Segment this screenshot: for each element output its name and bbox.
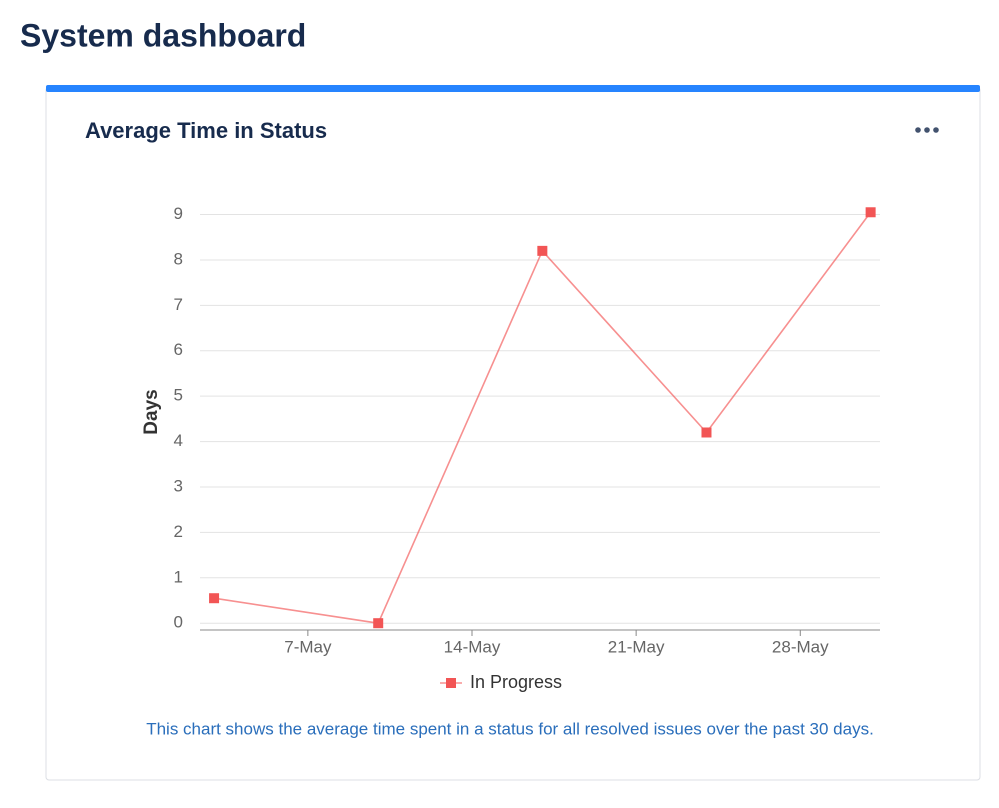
data-point (865, 207, 876, 218)
data-point (537, 245, 548, 256)
y-tick-label: 8 (174, 249, 183, 268)
x-tick-label: 21-May (608, 637, 665, 656)
x-tick-label: 7-May (284, 637, 332, 656)
dot (933, 127, 939, 133)
legend-label: In Progress (470, 672, 562, 692)
y-tick-label: 1 (174, 567, 183, 586)
legend-marker (446, 678, 456, 688)
y-tick-label: 6 (174, 340, 183, 359)
y-tick-label: 9 (174, 204, 183, 223)
data-point (701, 427, 712, 438)
y-tick-label: 7 (174, 295, 183, 314)
y-axis-label: Days (141, 389, 162, 434)
gadget-title: Average Time in Status (85, 118, 327, 143)
y-tick-label: 4 (174, 431, 183, 450)
data-point (373, 618, 384, 629)
dot (924, 127, 930, 133)
more-menu[interactable] (915, 127, 939, 133)
x-tick-label: 28-May (772, 637, 829, 656)
y-tick-label: 0 (174, 613, 183, 632)
data-point (209, 593, 220, 604)
dashboard-title: System dashboard (20, 17, 306, 53)
caption: This chart shows the average time spent … (146, 719, 874, 738)
y-tick-label: 2 (174, 522, 183, 541)
dot (915, 127, 921, 133)
x-tick-label: 14-May (444, 637, 501, 656)
gadget-top-bar (46, 85, 980, 92)
y-tick-label: 3 (174, 476, 183, 495)
y-tick-label: 5 (174, 386, 183, 405)
